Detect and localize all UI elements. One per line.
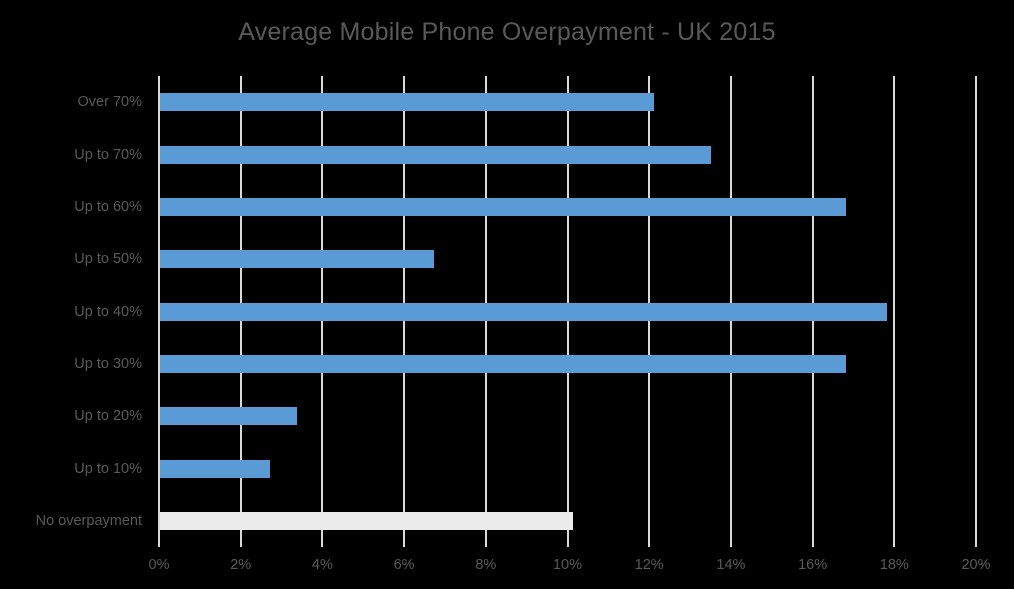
x-tick-label: 6%: [393, 557, 415, 573]
x-tick-label: 10%: [552, 557, 583, 573]
bar: [160, 407, 297, 426]
category-label: Up to 30%: [74, 355, 142, 372]
bar: [160, 197, 847, 216]
gridline: [158, 76, 160, 547]
chart-title: Average Mobile Phone Overpayment - UK 20…: [238, 18, 776, 46]
plot-area: [158, 76, 977, 547]
bar: [160, 145, 712, 164]
bar: [160, 354, 847, 373]
category-label: Up to 70%: [74, 146, 142, 163]
x-tick-label: 8%: [475, 557, 497, 573]
bar: [160, 302, 888, 321]
bar: [160, 250, 434, 269]
category-label: Up to 50%: [74, 251, 142, 268]
category-label: Up to 10%: [74, 460, 142, 477]
x-tick-label: 4%: [311, 557, 333, 573]
category-label: No overpayment: [35, 512, 142, 529]
bar: [160, 93, 655, 112]
category-label: Up to 20%: [74, 408, 142, 425]
x-tick-label: 2%: [230, 557, 252, 573]
x-tick-label: 16%: [798, 557, 828, 573]
bar: [160, 511, 573, 530]
gridline: [975, 76, 977, 547]
bar: [160, 459, 271, 478]
category-label: Up to 40%: [74, 303, 142, 320]
x-tick-label: 12%: [634, 557, 664, 573]
x-tick-label: 14%: [716, 557, 746, 573]
x-tick-label: 18%: [879, 557, 909, 573]
x-tick-label: 0%: [148, 557, 170, 573]
gridline: [893, 76, 896, 547]
x-tick-label: 20%: [961, 557, 991, 573]
category-label: Over 70%: [77, 94, 142, 111]
category-label: Up to 60%: [74, 198, 142, 215]
